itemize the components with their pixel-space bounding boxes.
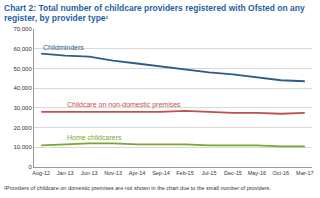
svg-text:30,000: 30,000 — [13, 105, 32, 111]
svg-text:Aug-12: Aug-12 — [32, 170, 50, 176]
svg-text:Childminders: Childminders — [43, 44, 84, 51]
svg-text:10,000: 10,000 — [13, 144, 32, 150]
svg-text:Oct-16: Oct-16 — [273, 170, 290, 176]
svg-text:Nov-13: Nov-13 — [104, 170, 122, 176]
svg-text:Mar-17: Mar-17 — [296, 170, 313, 176]
svg-text:Jun-13: Jun-13 — [81, 170, 98, 176]
svg-text:40,000: 40,000 — [13, 85, 32, 91]
svg-text:Home childcarers: Home childcarers — [67, 134, 122, 141]
svg-text:20,000: 20,000 — [13, 125, 32, 131]
svg-text:Jan-13: Jan-13 — [57, 170, 74, 176]
svg-text:Dec-15: Dec-15 — [224, 170, 242, 176]
svg-text:Apr-14: Apr-14 — [129, 170, 146, 176]
svg-text:May-16: May-16 — [248, 170, 266, 176]
svg-text:70,000: 70,000 — [13, 26, 32, 32]
svg-text:50,000: 50,000 — [13, 66, 32, 72]
html-text:¹Providers of childcare on dom: ¹Providers of childcare on domestic prem… — [4, 185, 271, 191]
svg-text:Sep-14: Sep-14 — [152, 170, 170, 176]
html-text:Chart 2: Total number of child: Chart 2: Total number of childcare provi… — [4, 3, 305, 23]
svg-text:Feb-15: Feb-15 — [176, 170, 193, 176]
svg-text:Jul-15: Jul-15 — [201, 170, 216, 176]
svg-text:0: 0 — [28, 164, 32, 170]
svg-text:60,000: 60,000 — [13, 46, 32, 52]
svg-text:Childcare on non-domestic prem: Childcare on non-domestic premises — [67, 101, 181, 109]
